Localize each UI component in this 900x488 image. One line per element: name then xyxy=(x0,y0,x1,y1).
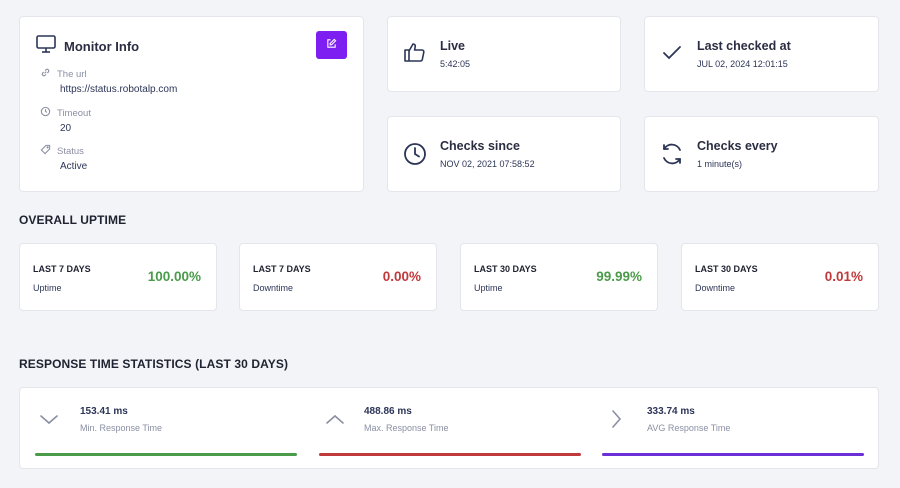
monitor-info-card: Monitor Info The url https://status.robo… xyxy=(19,16,364,192)
timeout-field: Timeout 20 xyxy=(40,106,91,134)
link-icon xyxy=(40,67,51,81)
max-response-label: Max. Response Time xyxy=(364,423,449,433)
min-response-label: Min. Response Time xyxy=(80,423,163,433)
thumbs-up-icon xyxy=(402,39,428,65)
timeout-value: 20 xyxy=(60,123,72,134)
checks-every-card: Checks every 1 minute(s) xyxy=(644,116,879,192)
downtime-card-7d: LAST 7 DAYS Downtime 0.00% xyxy=(239,243,437,311)
monitor-icon xyxy=(36,35,56,58)
min-response-bar xyxy=(35,453,297,456)
uptime-period: LAST 7 DAYS xyxy=(33,264,91,274)
url-label: The url xyxy=(57,68,87,80)
checks-since-card: Checks since NOV 02, 2021 07:58:52 xyxy=(387,116,621,192)
avg-response-bar xyxy=(602,453,864,456)
uptime-value: 100.00% xyxy=(147,269,201,284)
min-response-value: 153.41 ms xyxy=(80,406,128,417)
live-title: Live xyxy=(440,39,466,53)
chevron-up-icon xyxy=(324,412,346,431)
downtime-value: 0.00% xyxy=(382,269,421,284)
avg-response-block: 333.74 ms AVG Response Time xyxy=(587,388,873,470)
avg-response-value: 333.74 ms xyxy=(647,406,695,417)
downtime-label: Downtime xyxy=(253,283,294,293)
live-value: 5:42:05 xyxy=(440,59,471,69)
response-time-heading: RESPONSE TIME STATISTICS (LAST 30 DAYS) xyxy=(19,357,289,371)
min-response-block: 153.41 ms Min. Response Time xyxy=(20,388,306,470)
clock-icon xyxy=(402,141,428,167)
monitor-info-header: Monitor Info xyxy=(36,35,139,58)
overall-uptime-heading: OVERALL UPTIME xyxy=(19,213,127,227)
uptime-value: 99.99% xyxy=(596,269,642,284)
last-checked-value: JUL 02, 2024 12:01:15 xyxy=(697,59,788,69)
downtime-value: 0.01% xyxy=(824,269,863,284)
uptime-period: LAST 30 DAYS xyxy=(474,264,537,274)
edit-monitor-button[interactable] xyxy=(316,31,347,59)
clock-icon xyxy=(40,106,51,120)
chevron-right-icon xyxy=(609,408,623,435)
chevron-down-icon xyxy=(38,412,60,431)
downtime-period: LAST 30 DAYS xyxy=(695,264,758,274)
status-value: Active xyxy=(60,161,88,172)
uptime-label: Uptime xyxy=(474,283,503,293)
checks-every-value: 1 minute(s) xyxy=(697,159,743,169)
downtime-period: LAST 7 DAYS xyxy=(253,264,311,274)
refresh-icon xyxy=(659,141,685,167)
status-label: Status xyxy=(57,145,84,157)
last-checked-title: Last checked at xyxy=(697,39,791,53)
max-response-block: 488.86 ms Max. Response Time xyxy=(304,388,590,470)
tag-icon xyxy=(40,144,51,158)
checks-every-title: Checks every xyxy=(697,139,778,153)
avg-response-label: AVG Response Time xyxy=(647,423,731,433)
url-field: The url https://status.robotalp.com xyxy=(40,67,177,95)
checks-since-title: Checks since xyxy=(440,139,520,153)
live-card: Live 5:42:05 xyxy=(387,16,621,92)
edit-icon xyxy=(326,36,337,54)
response-time-card: 153.41 ms Min. Response Time 488.86 ms M… xyxy=(19,387,879,469)
max-response-bar xyxy=(319,453,581,456)
uptime-label: Uptime xyxy=(33,283,62,293)
checks-since-value: NOV 02, 2021 07:58:52 xyxy=(440,159,535,169)
max-response-value: 488.86 ms xyxy=(364,406,412,417)
check-icon xyxy=(659,39,685,65)
monitor-info-title: Monitor Info xyxy=(64,39,140,54)
uptime-card-7d: LAST 7 DAYS Uptime 100.00% xyxy=(19,243,217,311)
downtime-card-30d: LAST 30 DAYS Downtime 0.01% xyxy=(681,243,879,311)
last-checked-card: Last checked at JUL 02, 2024 12:01:15 xyxy=(644,16,879,92)
status-field: Status Active xyxy=(40,144,87,172)
url-value: https://status.robotalp.com xyxy=(60,84,178,95)
timeout-label: Timeout xyxy=(57,107,91,119)
uptime-card-30d: LAST 30 DAYS Uptime 99.99% xyxy=(460,243,658,311)
downtime-label: Downtime xyxy=(695,283,736,293)
